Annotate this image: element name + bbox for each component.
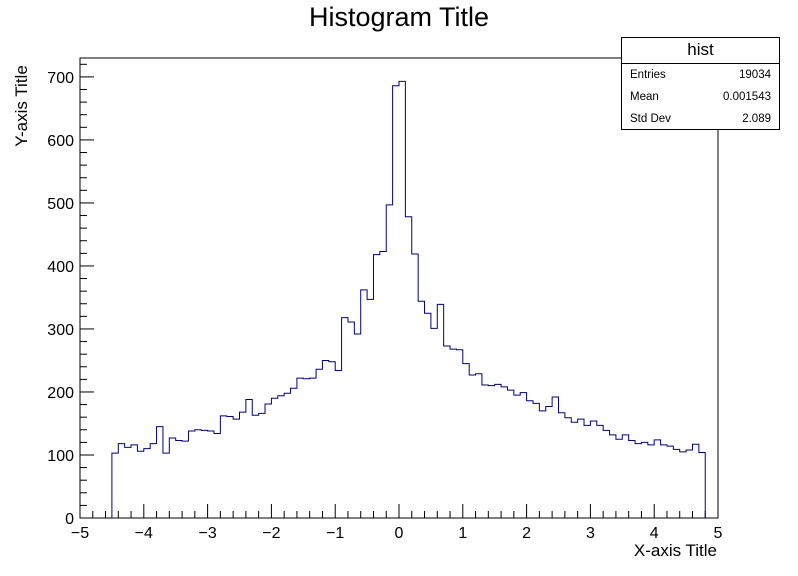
x-tick-label: 0 xyxy=(395,525,404,542)
stats-entries-row: Entries 19034 xyxy=(622,64,779,86)
x-tick-label: −3 xyxy=(198,525,216,542)
x-axis-title: X-axis Title xyxy=(633,541,717,560)
y-tick-label: 200 xyxy=(47,385,74,402)
x-tick-label: 3 xyxy=(586,525,595,542)
stats-histogram-name: hist xyxy=(622,38,779,64)
y-tick-label: 100 xyxy=(47,448,74,465)
y-tick-label: 700 xyxy=(47,70,74,87)
stats-stddev-row: Std Dev 2.089 xyxy=(622,108,779,130)
stats-entries-label: Entries xyxy=(630,69,666,81)
stats-entries-value: 19034 xyxy=(739,69,771,81)
histogram-series-line xyxy=(111,80,706,518)
x-tick-label: −5 xyxy=(71,525,89,542)
x-tick-label: 1 xyxy=(458,525,467,542)
x-tick-label: 2 xyxy=(522,525,531,542)
y-tick-label: 500 xyxy=(47,196,74,213)
statistics-box: hist Entries 19034 Mean 0.001543 Std Dev… xyxy=(621,37,780,130)
y-tick-label: 600 xyxy=(47,133,74,150)
y-tick-label: 300 xyxy=(47,322,74,339)
y-tick-label: 0 xyxy=(65,511,74,528)
stats-mean-label: Mean xyxy=(630,91,659,103)
stats-stddev-value: 2.089 xyxy=(742,113,771,125)
x-tick-label: −2 xyxy=(262,525,280,542)
stats-mean-row: Mean 0.001543 xyxy=(622,86,779,108)
stats-mean-value: 0.001543 xyxy=(723,91,771,103)
x-tick-label: −4 xyxy=(135,525,153,542)
stats-stddev-label: Std Dev xyxy=(630,113,671,125)
x-tick-label: 5 xyxy=(714,525,723,542)
y-tick-label: 400 xyxy=(47,259,74,276)
chart-title: Histogram Title xyxy=(308,2,490,32)
x-tick-label: −1 xyxy=(326,525,344,542)
x-tick-label: 4 xyxy=(650,525,659,542)
